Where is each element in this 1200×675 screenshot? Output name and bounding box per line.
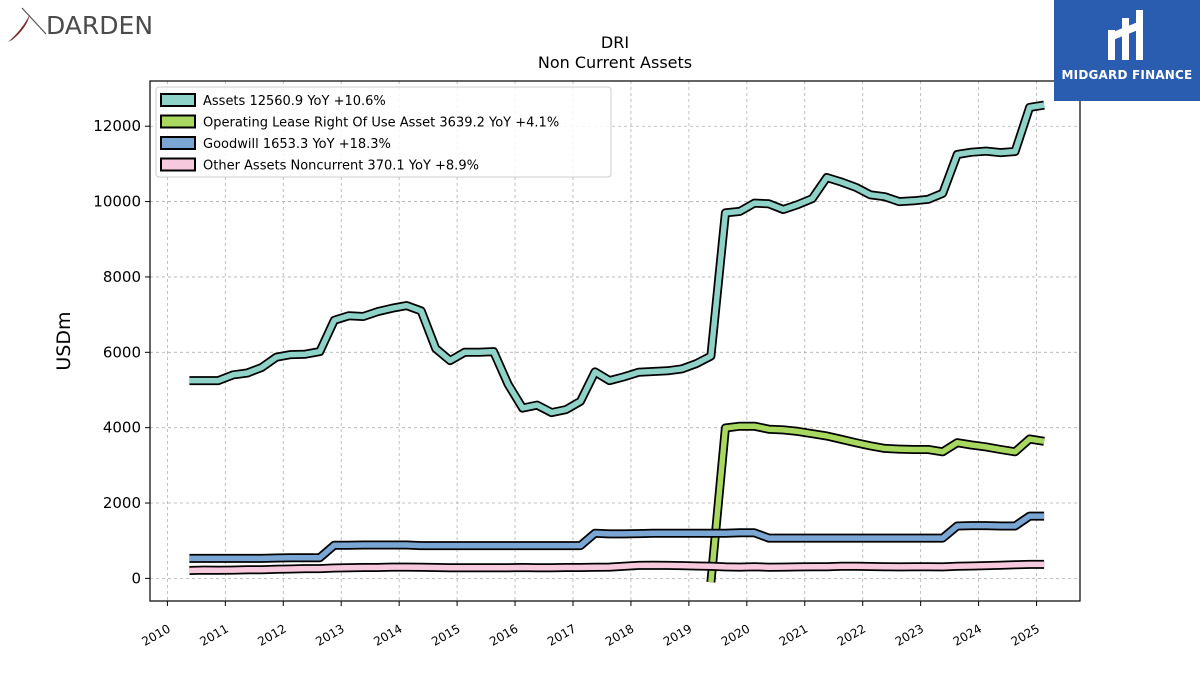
series-line-2 (189, 513, 1045, 562)
x-tick-label: 2017 (545, 621, 578, 648)
legend-swatch-1 (160, 114, 196, 129)
y-tick-label: 8000 (103, 268, 141, 286)
legend-swatch-0 (160, 93, 196, 107)
legend-box (155, 86, 612, 178)
series-line-3 (189, 561, 1045, 574)
x-tick-label: 2021 (777, 621, 810, 648)
x-tick-label: 2013 (313, 621, 346, 648)
legend: Assets 12560.9 YoY +10.6% Operating Lease… (155, 86, 612, 178)
y-tick-label: 0 (131, 569, 141, 587)
darden-logo-text: DARDEN (46, 11, 153, 40)
y-tick-label: 4000 (103, 419, 141, 437)
midgard-finance-logo: MIDGARD FINANCE (1054, 0, 1200, 101)
midgard-logo-mark-icon (1108, 10, 1143, 60)
legend-swatch-3 (160, 157, 196, 172)
series-layer (189, 100, 1045, 583)
x-tick-label: 2016 (487, 621, 520, 648)
legend-label-2: Goodwill 1653.3 YoY +18.3% (203, 137, 391, 152)
y-tick-label: 6000 (103, 343, 141, 361)
x-tick-label: 2010 (139, 621, 172, 648)
x-tick-label: 2025 (1009, 621, 1042, 648)
y-axis-label: USDm (53, 311, 75, 370)
legend-label-0: Assets 12560.9 YoY +10.6% (203, 94, 386, 109)
darden-logo: DARDEN (8, 7, 153, 42)
legend-label-3: Other Assets Noncurrent 370.1 YoY +8.9% (203, 159, 479, 174)
plot-frame (149, 80, 1081, 602)
x-tick-label: 2023 (893, 621, 926, 648)
legend-swatch-2 (160, 136, 196, 150)
chart-subtitle: Non Current Assets (538, 53, 692, 72)
x-tick-label: 2022 (835, 621, 868, 648)
y-tick-label: 2000 (103, 494, 141, 512)
x-tick-label: 2015 (429, 621, 462, 648)
chart-title: DRI (601, 33, 629, 52)
x-tick-label: 2011 (197, 621, 230, 648)
midgard-logo-text: MIDGARD FINANCE (1061, 68, 1193, 82)
x-tick-label: 2024 (951, 621, 984, 648)
x-tick-label: 2019 (661, 621, 694, 648)
legend-label-1: Operating Lease Right Of Use Asset 3639.… (203, 116, 559, 131)
x-tick-label: 2020 (719, 621, 752, 648)
y-tick-label: 12000 (93, 117, 141, 135)
y-tick-label: 10000 (93, 193, 141, 211)
series-line-1 (708, 423, 1045, 583)
x-tick-label: 2018 (603, 621, 636, 648)
x-tick-label: 2014 (371, 621, 404, 648)
darden-logo-mark-icon (8, 14, 30, 42)
x-tick-label: 2012 (255, 621, 288, 648)
series-line-0 (189, 102, 1045, 416)
